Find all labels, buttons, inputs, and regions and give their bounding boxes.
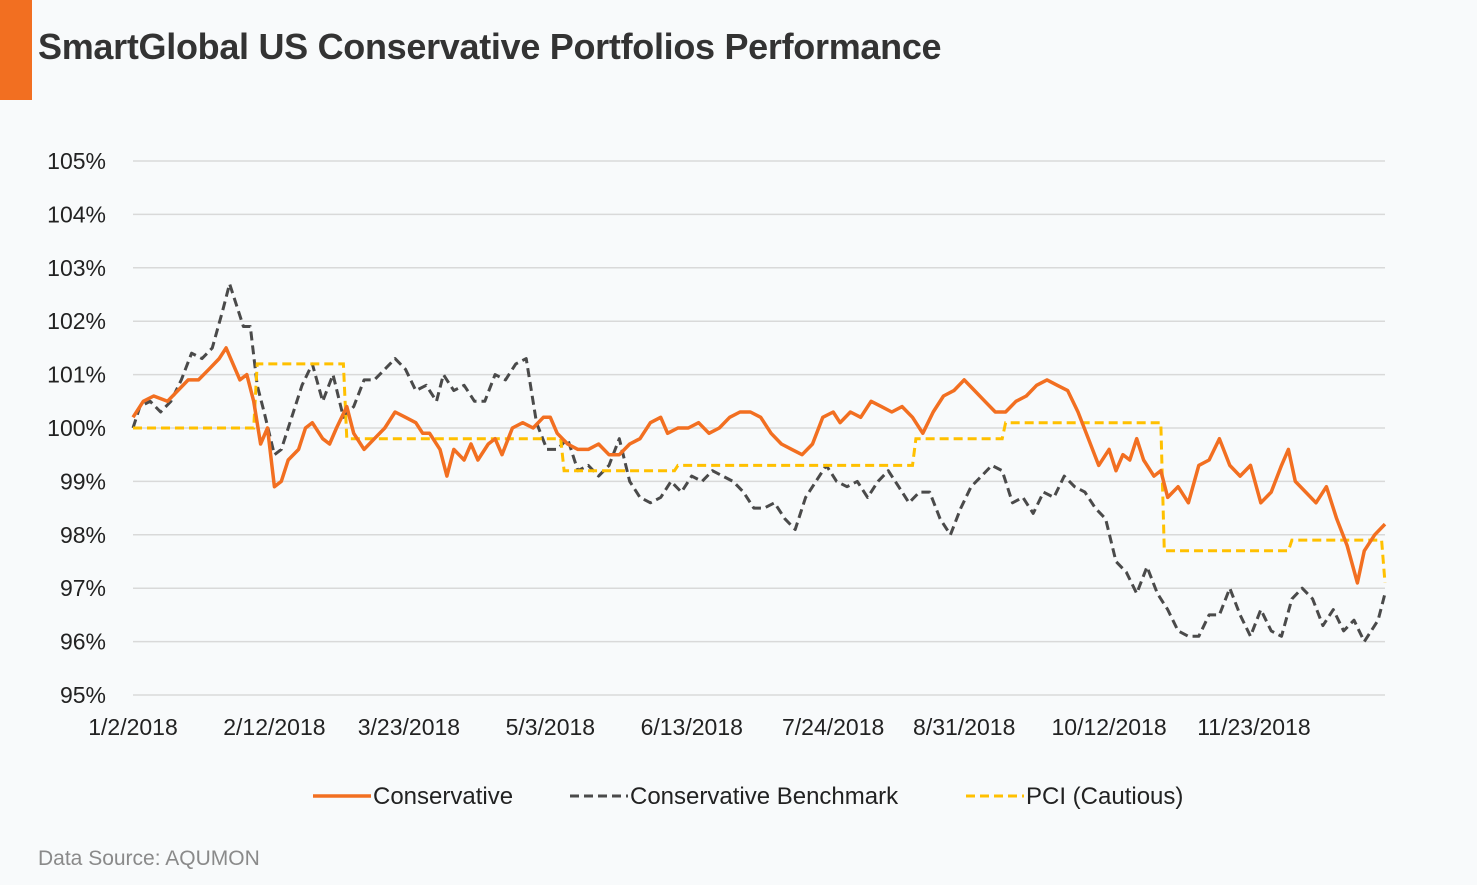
y-tick-label: 105%	[47, 148, 106, 174]
accent-bar	[0, 0, 32, 100]
x-tick-label: 3/23/2018	[358, 714, 460, 740]
y-tick-label: 95%	[60, 682, 106, 708]
y-tick-label: 97%	[60, 575, 106, 601]
x-tick-label: 7/24/2018	[782, 714, 884, 740]
data-source-note: Data Source: AQUMON	[38, 847, 260, 870]
series-line-conservative-benchmark	[131, 282, 1387, 644]
y-tick-label: 101%	[47, 362, 106, 388]
x-tick-label: 11/23/2018	[1197, 714, 1310, 740]
y-tick-label: 103%	[47, 255, 106, 281]
legend-label: Conservative	[373, 783, 513, 810]
y-tick-label: 104%	[47, 201, 106, 227]
y-tick-label: 96%	[60, 629, 106, 655]
x-tick-label: 5/3/2018	[506, 714, 596, 740]
y-tick-label: 99%	[60, 468, 106, 494]
chart-title: SmartGlobal US Conservative Portfolios P…	[38, 26, 942, 67]
y-tick-label: 102%	[47, 308, 106, 334]
series-line-conservative	[131, 346, 1387, 585]
x-tick-label: 6/13/2018	[641, 714, 743, 740]
y-tick-label: 98%	[60, 522, 106, 548]
x-tick-label: 10/12/2018	[1052, 714, 1167, 740]
x-tick-label: 2/12/2018	[223, 714, 325, 740]
x-tick-label: 1/2/2018	[88, 714, 178, 740]
y-tick-label: 100%	[47, 415, 106, 441]
legend-label: PCI (Cautious)	[1026, 783, 1183, 810]
x-tick-label: 8/31/2018	[913, 714, 1015, 740]
series-line-pci-cautious	[133, 362, 1387, 584]
legend-label: Conservative Benchmark	[630, 783, 899, 810]
